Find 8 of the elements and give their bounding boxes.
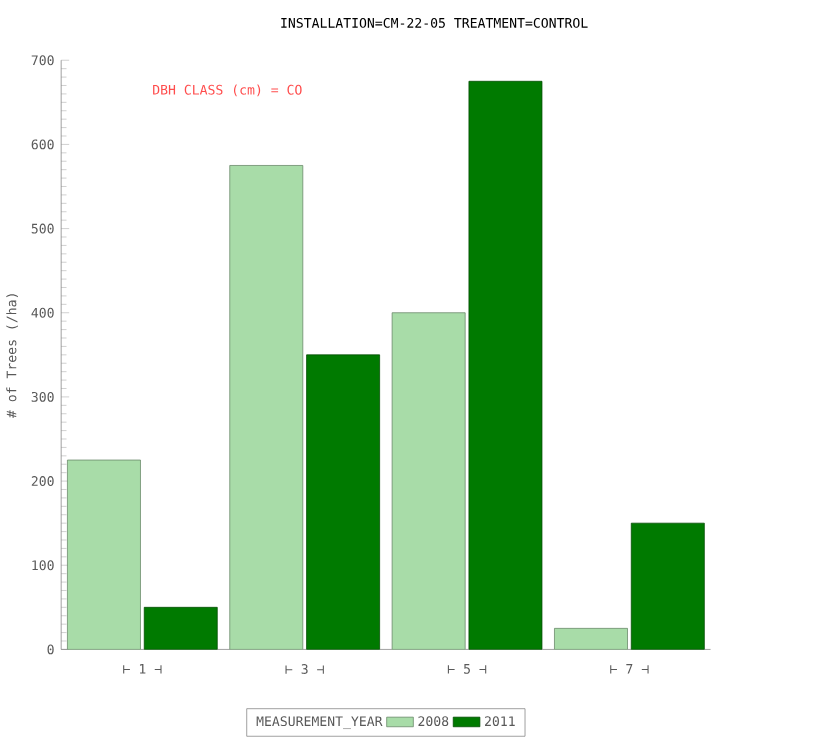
bar: [554, 627, 628, 649]
bar: [468, 80, 543, 649]
bar: [306, 353, 381, 649]
bar: [391, 311, 466, 649]
bar: [143, 606, 218, 649]
bar: [67, 459, 141, 649]
bar: [630, 522, 705, 649]
bar: [229, 164, 304, 649]
